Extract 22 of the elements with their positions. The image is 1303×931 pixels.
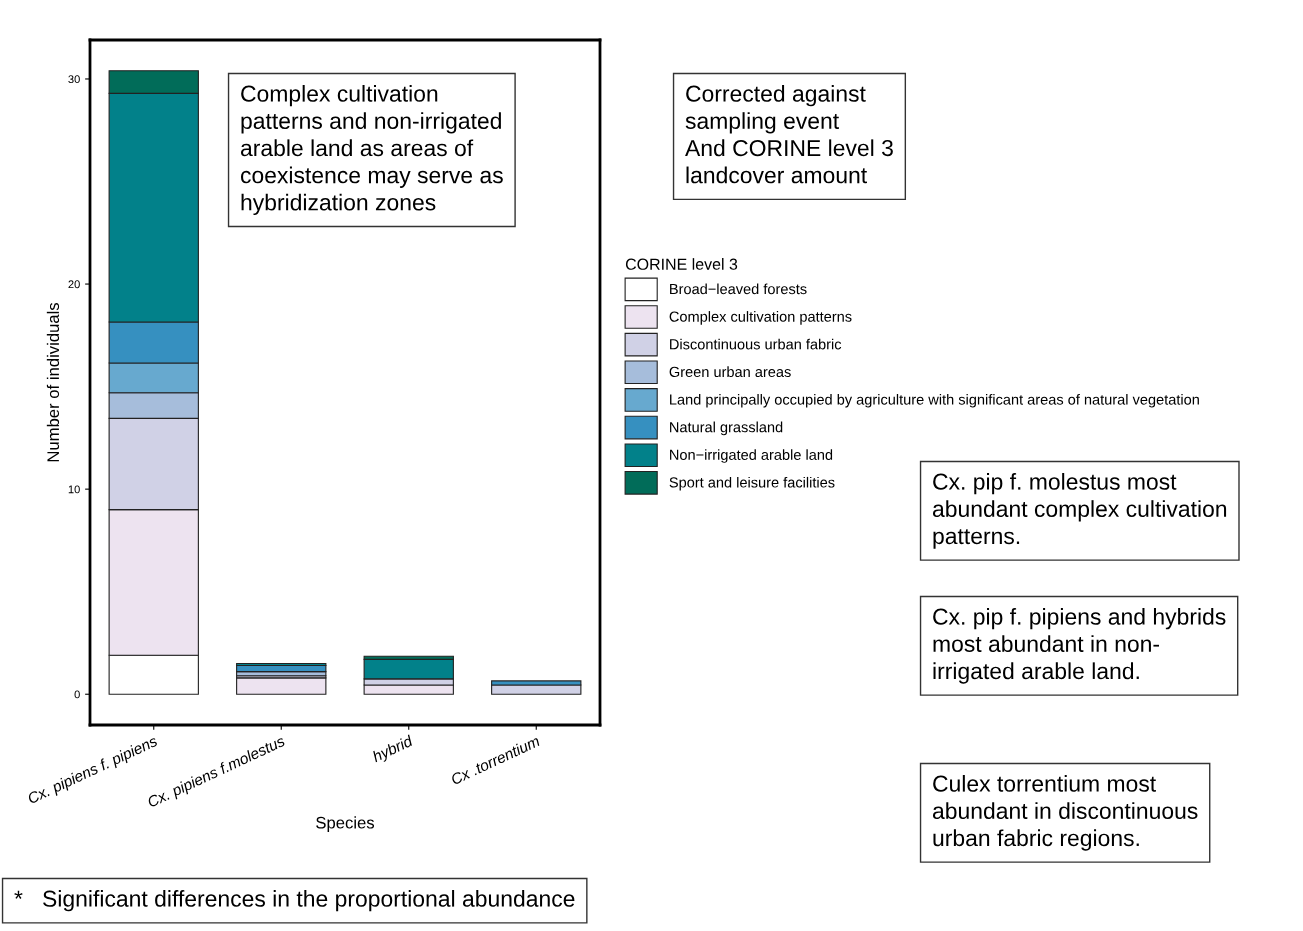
text: Cx. pip f. molestus most abundant complex cultivation patterns. bbox=[932, 473, 1227, 549]
text: Culex torrentium most abundant in discontinuous urban fabric regions. bbox=[932, 775, 1198, 851]
y-axis-title: Number of individuals bbox=[46, 302, 60, 462]
legend-label: Complex cultivation patterns bbox=[669, 311, 852, 325]
legend-label: Green urban areas bbox=[669, 366, 791, 378]
annotation: Complex cultivation patterns and non-irrigated arable land as areas of coexistence may serve as hybridization zones bbox=[240, 85, 503, 216]
text: * Significant differences in the proportional abundance bbox=[14, 890, 575, 912]
y-tick-label: 20 bbox=[68, 280, 80, 289]
y-tick-label: 10 bbox=[68, 485, 80, 494]
legend-title: CORINE level 3 bbox=[625, 258, 738, 270]
legend-label: Natural grassland bbox=[670, 421, 783, 436]
x-axis-title: Species bbox=[316, 816, 375, 832]
y-tick-label: 0 bbox=[74, 690, 80, 699]
text: Corrected against sampling event And CORINE level 3 landcover amount bbox=[685, 85, 893, 184]
y-tick-label: 30 bbox=[68, 75, 80, 84]
legend-label: Non−irrigated arable land bbox=[670, 449, 833, 463]
legend-label: Land principally occupied by agriculture with significant areas of natural vegetation bbox=[670, 393, 1199, 408]
legend-label: Discontinuous urban fabric bbox=[670, 338, 842, 350]
legend-label: Sport and leisure facilities bbox=[669, 476, 835, 491]
text: Cx. pip f. pipiens and hybrids most abundant in non- irrigated arable land. bbox=[933, 608, 1226, 684]
bar bbox=[236, 677, 327, 695]
legend-label: Broad−leaved forests bbox=[670, 283, 807, 295]
